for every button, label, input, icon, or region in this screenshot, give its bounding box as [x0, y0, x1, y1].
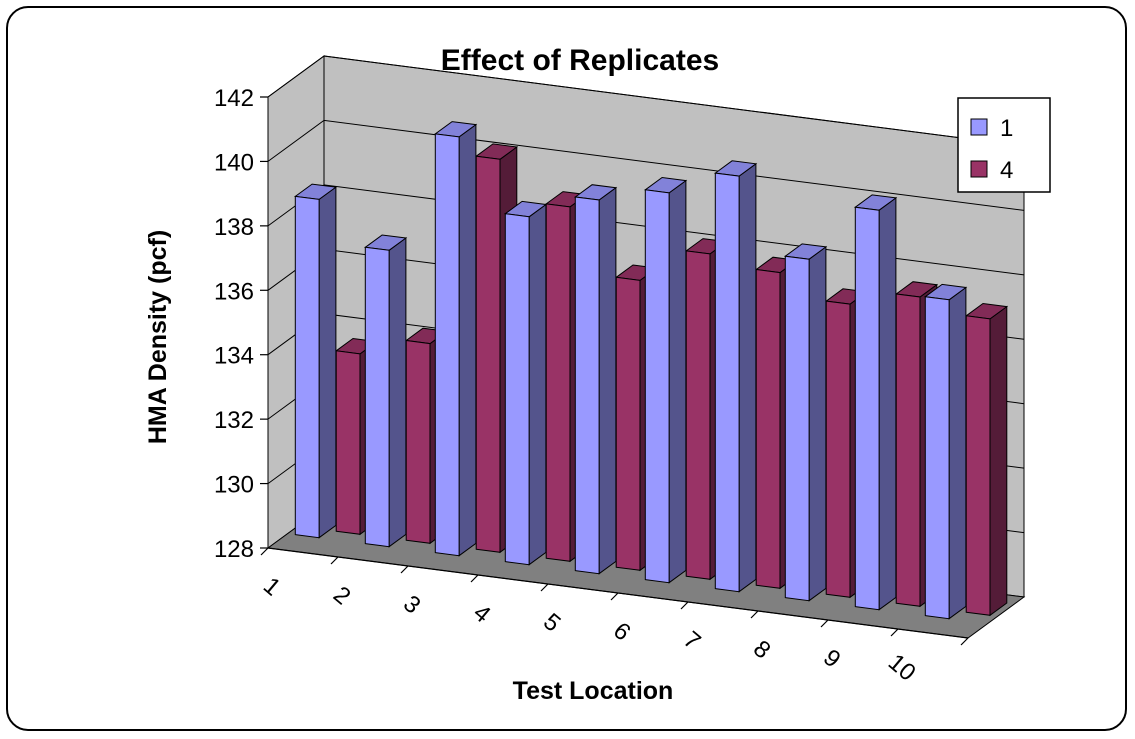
x-tick-mark: [750, 610, 759, 619]
x-tick-mark: [400, 565, 409, 574]
bar-front-face: [784, 255, 810, 602]
bar-side-face: [598, 186, 617, 575]
bar-front-face: [895, 293, 921, 607]
bar-front-face: [685, 250, 711, 580]
y-tick-label: 132: [214, 407, 254, 434]
y-axis-title: HMA Density (pcf): [144, 230, 172, 444]
x-tick-mark: [540, 583, 549, 592]
y-tick-label: 136: [214, 278, 254, 305]
x-tick-label: 1: [258, 572, 286, 601]
chart-title: Effect of Replicates: [441, 44, 719, 77]
bar-series-1-location-2: [363, 234, 408, 548]
x-tick-label: 6: [608, 617, 636, 646]
bar-side-face: [458, 123, 477, 557]
bar-series-1-location-3: [433, 121, 478, 557]
x-tick-mark: [820, 619, 829, 628]
bar-side-face: [878, 196, 897, 611]
bar-front-face: [364, 246, 390, 548]
bar-series-1-location-8: [783, 243, 828, 602]
chart-area: 128 130 132 134 136 138 140 142 1 2 3 4 5 6 7 8 9 10 Eff…: [6, 6, 1127, 731]
x-tick-mark: [610, 592, 619, 601]
x-tick-label: 2: [328, 581, 356, 610]
x-tick-mark: [330, 556, 339, 565]
bar-side-face: [528, 203, 547, 566]
bar-series-1-location-5: [573, 184, 618, 575]
bar-front-face: [504, 213, 530, 566]
bar-front-face: [335, 350, 361, 535]
y-tick-label: 142: [214, 85, 254, 112]
x-tick-label: 4: [468, 599, 496, 628]
bar-front-face: [714, 172, 740, 593]
x-tick-mark: [890, 628, 899, 637]
y-tick-label: 128: [214, 536, 254, 563]
x-tick-label: 7: [678, 626, 706, 655]
legend-label-series-4: 4: [1000, 157, 1013, 184]
bar-series-4-location-10: [964, 302, 1009, 617]
bar-front-face: [854, 206, 880, 611]
bar-front-face: [545, 203, 571, 562]
bar-front-face: [615, 276, 641, 571]
bar-front-face: [644, 189, 670, 584]
bar-side-face: [808, 245, 827, 602]
legend-label-series-1: 1: [1000, 115, 1013, 142]
x-tick-mark: [680, 601, 689, 610]
bar-front-face: [755, 268, 781, 589]
legend-swatch-series-1: [970, 118, 988, 136]
bar-series-1-location-9: [853, 194, 898, 611]
bar-front-face: [965, 315, 991, 616]
x-tick-label: 10: [883, 649, 921, 687]
bar-series-1-location-6: [643, 176, 688, 584]
bar-side-face: [738, 162, 757, 593]
bar-front-face: [475, 155, 501, 553]
bar-side-face: [318, 186, 337, 539]
bar-front-face: [434, 133, 460, 557]
y-tick-label: 138: [214, 214, 254, 241]
bar-side-face: [388, 237, 407, 548]
gridline: [267, 55, 1025, 147]
x-tick-label: 8: [748, 635, 776, 664]
x-tick-mark: [260, 547, 269, 556]
gridline: [267, 119, 1025, 211]
bars: [293, 121, 1009, 620]
bar-front-face: [294, 195, 320, 539]
bar-series-1-location-4: [503, 200, 548, 566]
bar-front-face: [825, 300, 851, 598]
legend-swatch-series-4: [970, 160, 988, 178]
x-tick-label: 5: [538, 608, 566, 637]
y-tick-label: 134: [214, 343, 254, 370]
x-tick-label: 3: [398, 590, 426, 619]
bar-front-face: [405, 339, 431, 544]
legend: 1 4: [957, 97, 1051, 193]
bar-series-1-location-10: [923, 283, 968, 620]
bar-series-1-location-7: [713, 160, 758, 593]
gridline: [267, 184, 1025, 276]
x-tick-mark: [470, 574, 479, 583]
x-tick-label: 9: [818, 644, 846, 673]
bar-side-face: [668, 179, 687, 584]
y-tick-label: 130: [214, 472, 254, 499]
bar-front-face: [924, 296, 950, 620]
legend-box: [957, 97, 1051, 193]
y-tick-labels: 128 130 132 134 136 138 140 142: [214, 85, 268, 563]
bar-series-1-location-1: [293, 183, 338, 539]
x-axis-title: Test Location: [513, 677, 674, 705]
y-tick-label: 140: [214, 149, 254, 176]
bar-front-face: [574, 196, 600, 575]
chart-canvas: 128 130 132 134 136 138 140 142 1 2 3 4 5 6 7 8 9 10 Eff…: [144, 44, 1051, 705]
bar-side-face: [948, 286, 967, 620]
x-tick-mark: [960, 637, 969, 646]
bar-side-face: [989, 305, 1008, 617]
